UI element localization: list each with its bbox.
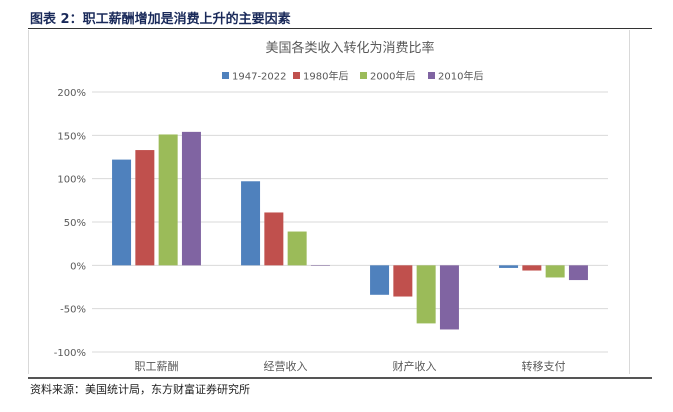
legend-swatch [360, 72, 367, 79]
legend-label: 2000年后 [370, 70, 415, 83]
bar [439, 265, 459, 330]
bar [545, 265, 565, 278]
x-tick-label: 经营收入 [264, 359, 308, 373]
bar [112, 159, 132, 266]
bar [393, 265, 413, 297]
y-tick-label: 200% [57, 88, 86, 99]
bar [416, 265, 436, 324]
bar [568, 265, 588, 281]
source-note: 资料来源：美国统计局，东方财富证券研究所 [30, 383, 250, 396]
legend-swatch [222, 72, 229, 79]
y-tick-label: -100% [54, 348, 86, 359]
x-tick-label: 财产收入 [393, 359, 437, 373]
legend-swatch [293, 72, 300, 79]
bar [499, 265, 519, 268]
bar [158, 134, 178, 266]
y-tick-label: 0% [70, 261, 86, 272]
x-tick-label: 转移支付 [522, 359, 566, 373]
y-tick-label: 150% [57, 131, 86, 142]
legend-label: 1980年后 [303, 70, 348, 83]
bottom-divider [28, 377, 652, 379]
bar [241, 181, 261, 266]
y-tick-label: -50% [60, 305, 86, 316]
legend-label: 2010年后 [438, 70, 483, 83]
bar [135, 150, 155, 266]
top-divider [28, 28, 652, 29]
figure-title: 图表 2：职工薪酬增加是消费上升的主要因素 [30, 12, 291, 27]
bar [181, 131, 201, 266]
bar [370, 265, 390, 295]
legend-swatch [428, 72, 435, 79]
bar [264, 212, 284, 266]
legend-label: 1947-2022 [232, 72, 287, 83]
y-tick-label: 100% [57, 175, 86, 186]
chart-frame [28, 30, 630, 374]
bar [522, 265, 542, 271]
chart-title: 美国各类收入转化为消费比率 [265, 40, 434, 56]
bar [287, 231, 307, 266]
y-tick-label: 50% [64, 218, 86, 229]
bar [310, 265, 330, 266]
x-tick-label: 职工薪酬 [135, 360, 179, 373]
